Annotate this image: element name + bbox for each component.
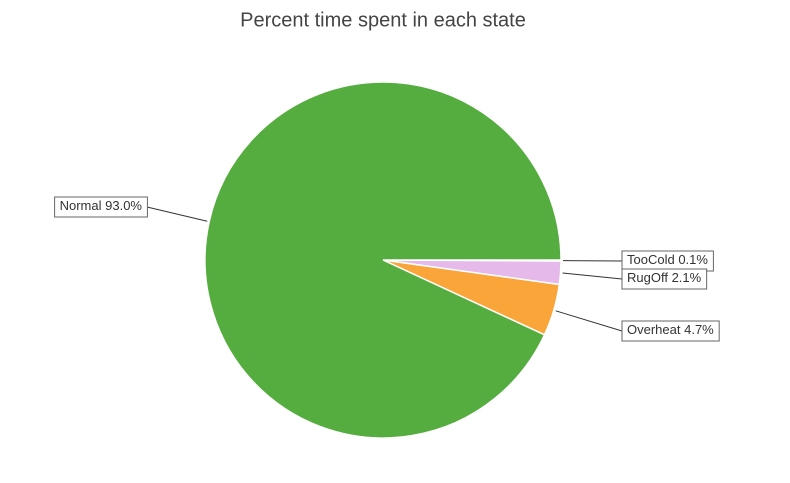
label-name: Normal — [60, 198, 102, 213]
label-value: 0.1% — [678, 252, 708, 267]
label-box — [621, 268, 708, 290]
label-box — [621, 320, 720, 342]
data-label: Normal 93.0% — [60, 198, 143, 213]
label-value: 93.0% — [105, 198, 142, 213]
label-value: 2.1% — [672, 270, 702, 285]
chart-title: Percent time spent in each state — [240, 9, 526, 31]
leader-line — [555, 310, 623, 332]
label-name: Overheat — [627, 322, 681, 337]
leader-line — [146, 206, 208, 222]
data-label: TooCold 0.1% — [627, 252, 708, 267]
label-value: 4.7% — [684, 322, 714, 337]
label-name: TooCold — [627, 252, 675, 267]
pie-slice — [204, 81, 562, 439]
data-label: RugOff 2.1% — [627, 270, 702, 285]
data-label: Overheat 4.7% — [627, 322, 714, 337]
leader-line — [562, 272, 623, 280]
label-box — [54, 196, 148, 218]
label-name: RugOff — [627, 270, 668, 285]
